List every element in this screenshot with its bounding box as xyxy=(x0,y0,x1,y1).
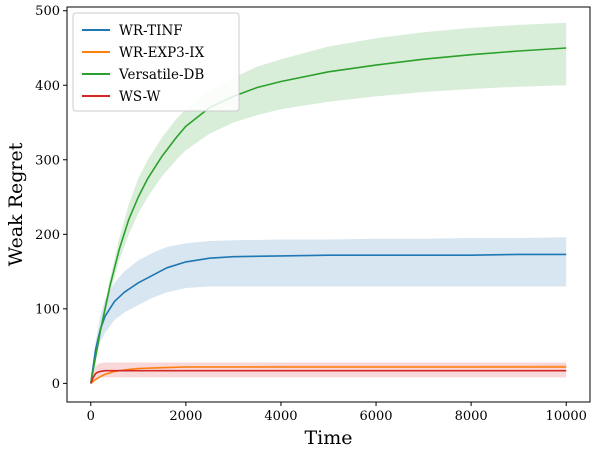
legend: WR-TINF WR-EXP3-IX Versatile-DB WS-W xyxy=(72,12,240,112)
y-tick-label: 200 xyxy=(35,228,60,243)
legend-label: WS-W xyxy=(119,89,160,105)
y-tick-label: 500 xyxy=(35,4,60,19)
line-versatile-db xyxy=(90,47,567,384)
x-tick-label: 6000 xyxy=(359,409,392,424)
x-tick-label: 8000 xyxy=(455,409,488,424)
plot-frame xyxy=(66,6,591,403)
y-tick-label: 0 xyxy=(52,377,60,392)
legend-label: Versatile-DB xyxy=(118,67,204,83)
y-axis-label: Weak Regret xyxy=(5,142,27,266)
line-ws-w xyxy=(90,369,567,384)
x-tick-label: 2000 xyxy=(169,409,202,424)
y-tick-label: 300 xyxy=(35,153,60,168)
band-wr-tinf xyxy=(90,237,567,384)
y-axis-ticks: 0 100 200 300 400 500 xyxy=(35,4,67,392)
band-ws-w xyxy=(90,362,567,384)
series-lines xyxy=(90,47,567,385)
x-tick-label: 0 xyxy=(87,409,95,424)
x-axis-label: Time xyxy=(304,427,352,449)
x-tick-label: 4000 xyxy=(264,409,297,424)
x-axis-ticks: 0 2000 4000 6000 8000 10000 xyxy=(87,402,587,424)
y-tick-label: 100 xyxy=(35,302,60,317)
legend-label: WR-EXP3-IX xyxy=(119,45,205,61)
legend-box xyxy=(72,12,240,112)
y-tick-label: 400 xyxy=(35,79,60,94)
x-tick-label: 10000 xyxy=(546,409,587,424)
legend-label: WR-TINF xyxy=(119,23,183,39)
line-wr-tinf xyxy=(90,253,567,384)
line-wr-exp3-ix xyxy=(90,366,567,385)
band-versatile-db xyxy=(90,22,567,384)
